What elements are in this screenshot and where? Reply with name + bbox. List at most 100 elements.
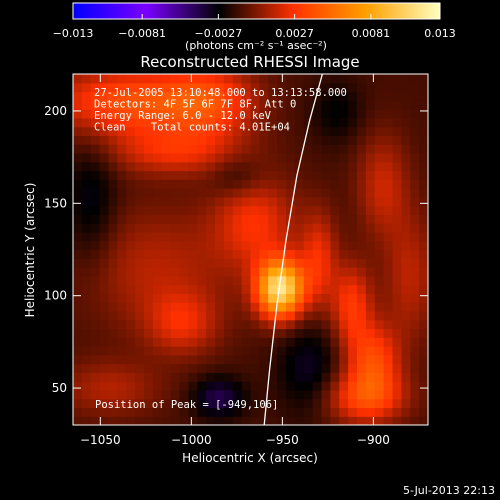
- heatmap-cell: [419, 135, 428, 145]
- heatmap-cell: [206, 74, 216, 84]
- heatmap-cell: [303, 381, 314, 391]
- heatmap-cell: [241, 354, 252, 365]
- heatmap-cell: [277, 293, 287, 303]
- heatmap-cell: [365, 319, 376, 330]
- heatmap-cell: [410, 346, 420, 356]
- heatmap-cell: [215, 346, 225, 356]
- heatmap-cell: [99, 74, 110, 84]
- heatmap-cell: [339, 258, 349, 268]
- heatmap-cell: [294, 267, 305, 277]
- colorbar-tick-label: 0.0081: [352, 27, 391, 40]
- heatmap-cell: [206, 196, 216, 207]
- heatmap-cell: [321, 293, 331, 303]
- heatmap-cell: [81, 249, 92, 259]
- heatmap-cell: [277, 249, 287, 259]
- heatmap-cell: [197, 214, 207, 224]
- y-tick-label: 100: [44, 289, 67, 303]
- heatmap-cell: [206, 205, 216, 216]
- heatmap-cell: [135, 372, 145, 382]
- heatmap-cell: [170, 109, 181, 119]
- heatmap-cell: [365, 337, 376, 347]
- heatmap-cell: [419, 337, 428, 347]
- heatmap-cell: [179, 214, 189, 224]
- heatmap-cell: [215, 214, 225, 224]
- heatmap-cell: [197, 231, 207, 242]
- heatmap-cell: [357, 179, 367, 189]
- heatmap-cell: [365, 214, 376, 224]
- heatmap-cell: [410, 258, 420, 268]
- heatmap-cell: [206, 161, 216, 172]
- heatmap-cell: [339, 144, 349, 154]
- heatmap-cell: [330, 135, 340, 145]
- heatmap-cell: [312, 205, 323, 216]
- heatmap-cell: [383, 205, 394, 216]
- heatmap-cell: [330, 161, 340, 172]
- heatmap-cell: [357, 389, 367, 400]
- heatmap-cell: [410, 214, 420, 224]
- heatmap-cell: [419, 267, 428, 277]
- heatmap-cell: [294, 240, 305, 251]
- plot-area: [73, 74, 428, 425]
- heatmap-cell: [126, 416, 136, 425]
- heatmap-cell: [73, 109, 83, 119]
- heatmap-cell: [250, 381, 260, 391]
- heatmap-cell: [419, 302, 428, 312]
- heatmap-cell: [250, 258, 260, 268]
- heatmap-cell: [286, 161, 296, 172]
- heatmap-cell: [206, 223, 216, 233]
- heatmap-cell: [339, 302, 349, 312]
- heatmap-cell: [170, 310, 181, 321]
- heatmap-cell: [90, 372, 101, 382]
- heatmap-cell: [215, 381, 225, 391]
- heatmap-cell: [268, 346, 278, 356]
- heatmap-cell: [357, 240, 367, 251]
- heatmap-cell: [312, 231, 323, 242]
- heatmap-cell: [259, 223, 269, 233]
- heatmap-cell: [312, 170, 323, 180]
- heatmap-cell: [108, 214, 118, 224]
- heatmap-cell: [144, 74, 154, 84]
- heatmap-cell: [206, 328, 216, 338]
- heatmap-cell: [286, 302, 296, 312]
- heatmap-cell: [303, 100, 314, 110]
- heatmap-cell: [135, 381, 145, 391]
- heatmap-cell: [312, 82, 323, 93]
- heatmap-cell: [410, 275, 420, 286]
- heatmap-cell: [197, 188, 207, 198]
- x-axis-ticks: −1050 −1000 −950 −900: [80, 74, 390, 447]
- heatmap-cell: [286, 346, 296, 356]
- heatmap-cell: [357, 363, 367, 373]
- heatmap-cell: [144, 109, 154, 119]
- heatmap-cell: [392, 267, 402, 277]
- heatmap-cell: [179, 170, 189, 180]
- heatmap-cell: [321, 179, 331, 189]
- heatmap-cell: [321, 117, 331, 128]
- heatmap-cell: [152, 363, 163, 373]
- heatmap-cell: [250, 372, 260, 382]
- heatmap-cell: [144, 196, 154, 207]
- heatmap-cell: [330, 389, 340, 400]
- heatmap-cell: [401, 223, 411, 233]
- heatmap-cell: [126, 74, 136, 84]
- heatmap-cell: [339, 240, 349, 251]
- heatmap-cell: [241, 319, 252, 330]
- heatmap-cell: [294, 100, 305, 110]
- heatmap-cell: [259, 389, 269, 400]
- heatmap-cell: [392, 249, 402, 259]
- heatmap-cell: [232, 310, 243, 321]
- solar-limb-line: [263, 74, 324, 425]
- heatmap-cell: [99, 188, 110, 198]
- heatmap-cell: [152, 152, 163, 163]
- heatmap-cell: [197, 381, 207, 391]
- heatmap-cell: [117, 161, 127, 172]
- heatmap-cell: [232, 302, 243, 312]
- heatmap-cell: [135, 284, 145, 294]
- heatmap-cell: [170, 135, 181, 145]
- heatmap-cell: [268, 214, 278, 224]
- heatmap-cell: [126, 310, 136, 321]
- heatmap-cell: [197, 170, 207, 180]
- heatmap-cell: [365, 223, 376, 233]
- heatmap-cell: [241, 249, 252, 259]
- heatmap-cell: [303, 135, 314, 145]
- heatmap-cell: [259, 267, 269, 277]
